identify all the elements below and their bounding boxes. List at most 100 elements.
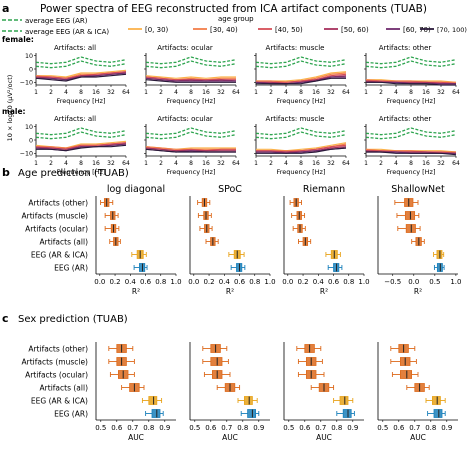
legend-age-item-0: [0, 30) <box>128 26 169 34</box>
box-xtick-label-sex-shallownet: 0.8 <box>425 424 436 432</box>
psd-ytick-label-male-artifacts-all: 0 <box>29 137 33 144</box>
box-xtick-label-sex-riemann: 0.7 <box>315 424 326 432</box>
psd-xtick-label-female-artifacts-other: 1 <box>364 89 368 96</box>
box-xtick-label-sex-riemann: 0.5 <box>283 424 294 432</box>
psd-panel-male-artifacts-ocular: Artifacts: ocular 1 2 4 8 16 32 64 Frequency [Hz… <box>144 115 240 176</box>
sex-category-label-eeg-ar: EEG (AR) <box>54 410 88 419</box>
psd-xtick-label-female-artifacts-all: 2 <box>49 89 53 96</box>
psd-xtick-label-male-artifacts-all: 4 <box>64 160 68 167</box>
age-category-label-eeg-ar: EEG (AR) <box>54 264 88 273</box>
psd-title-female-artifacts-other: Artifacts: other <box>379 44 432 52</box>
box-xtick-label-age-riemann: 0.6 <box>328 278 340 286</box>
psd-xtick-label-female-artifacts-muscle: 4 <box>284 89 288 96</box>
psd-xtick-label-female-artifacts-all: 32 <box>107 89 115 96</box>
box-xtick-label-age-riemann: 0.0 <box>282 278 293 286</box>
psd-title-female-artifacts-ocular: Artifacts: ocular <box>157 44 213 52</box>
psd-line-70-100-female-artifacts-other <box>366 81 456 86</box>
psd-ref-line-1-female-artifacts-all <box>35 60 127 69</box>
psd-ytick-label-female-artifacts-all: −10 <box>20 80 33 87</box>
box-xtick-label-sex-log-diagonal: 0.8 <box>143 424 154 432</box>
age-category-label-eeg-ar-ica: EEG (AR & ICA) <box>31 251 88 260</box>
psd-xtick-label-male-artifacts-ocular: 8 <box>189 160 193 167</box>
psd-title-female-artifacts-all: Artifacts: all <box>54 44 96 52</box>
psd-panel-female-artifacts-all: Artifacts: all −10 0 10 1 2 4 8 16 32 64 Frequency … <box>20 44 130 105</box>
psd-xlabel-female-artifacts-muscle: Frequency [Hz] <box>276 97 325 105</box>
box-xtick-label-age-log-diagonal: 0.8 <box>155 278 166 286</box>
psd-xtick-label-female-artifacts-ocular: 4 <box>174 89 178 96</box>
panel-c-title: Sex prediction (TUAB) <box>18 314 128 325</box>
psd-ylabel: 10 × log10 (μV²/oct) <box>6 75 14 142</box>
box-xtick-label-sex-shallownet: 0.9 <box>441 424 452 432</box>
box-xtick-label-age-shallownet: 0.0 <box>408 278 419 286</box>
psd-xtick-label-male-artifacts-all: 32 <box>107 160 115 167</box>
box-xtick-label-sex-spoc: 0.6 <box>205 424 217 432</box>
legend-age-label-5: [70, 100) <box>437 26 467 34</box>
psd-ref-line-0-female-artifacts-muscle <box>255 56 347 65</box>
box-xtick-label-sex-riemann: 0.9 <box>347 424 358 432</box>
psd-xtick-label-female-artifacts-muscle: 32 <box>327 89 335 96</box>
box-xtick-label-sex-spoc: 0.7 <box>221 424 232 432</box>
psd-title-male-artifacts-other: Artifacts: other <box>379 115 432 123</box>
psd-ref-line-1-male-artifacts-all <box>35 131 127 140</box>
panel-b-title: Age prediction (TUAB) <box>18 168 129 179</box>
box-xtick-label-age-spoc: 0.2 <box>203 278 214 286</box>
box-xtick-label-age-shallownet: −0.5 <box>384 278 401 286</box>
box-xtick-label-age-log-diagonal: 0.4 <box>125 278 137 286</box>
box-xlabel-age-riemann: R² <box>320 287 328 296</box>
psd-line-70-100-female-artifacts-all <box>35 73 127 82</box>
age-category-label-artifacts-muscle: Artifacts (muscle) <box>22 212 89 221</box>
psd-ref-line-1-male-artifacts-ocular <box>145 131 237 140</box>
row-label-female: female: <box>2 35 34 44</box>
legend-ref-ar: average EEG (AR) <box>25 17 88 25</box>
box-xlabel-sex-log-diagonal: AUC <box>128 433 144 442</box>
box-xtick-label-sex-log-diagonal: 0.7 <box>127 424 138 432</box>
sex-category-label-artifacts-muscle: Artifacts (muscle) <box>22 358 89 367</box>
panel-c-letter: c <box>2 312 9 325</box>
reference-legend: average EEG (AR) average EEG (AR & ICA) <box>2 17 109 36</box>
psd-xlabel-male-artifacts-muscle: Frequency [Hz] <box>276 168 325 176</box>
legend-age-label-4: [60, 70) <box>403 26 431 34</box>
psd-title-male-artifacts-all: Artifacts: all <box>54 115 96 123</box>
psd-xlabel-male-artifacts-ocular: Frequency [Hz] <box>166 168 215 176</box>
box-xtick-label-sex-shallownet: 0.6 <box>393 424 405 432</box>
psd-xlabel-female-artifacts-ocular: Frequency [Hz] <box>166 97 215 105</box>
psd-xtick-label-female-artifacts-ocular: 2 <box>159 89 163 96</box>
legend-age-item-2: [40, 50) <box>258 26 303 34</box>
psd-xtick-label-female-artifacts-muscle: 64 <box>342 89 350 96</box>
psd-xtick-label-male-artifacts-other: 64 <box>452 160 460 167</box>
psd-xtick-label-male-artifacts-other: 2 <box>379 160 383 167</box>
psd-title-male-artifacts-muscle: Artifacts: muscle <box>266 115 325 123</box>
legend-age-item-5: [70, 100) <box>420 26 467 34</box>
box-xtick-label-age-shallownet: 0.5 <box>429 278 440 286</box>
psd-xlabel-male-artifacts-other: Frequency [Hz] <box>386 168 435 176</box>
age-category-label-artifacts-all: Artifacts (all) <box>40 238 89 247</box>
psd-xtick-label-male-artifacts-all: 8 <box>79 160 83 167</box>
box-iqr-sex-riemann-eeg-ar-ica <box>339 396 349 405</box>
box-panels: Artifacts (other) Artifacts (muscle) Artif… <box>22 184 462 442</box>
box-xtick-label-sex-log-diagonal: 0.6 <box>111 424 123 432</box>
psd-xtick-label-male-artifacts-ocular: 4 <box>174 160 178 167</box>
legend-age-item-1: [30, 40) <box>193 26 238 34</box>
psd-ref-line-0-female-artifacts-other <box>365 56 457 65</box>
sex-category-label-artifacts-ocular: Artifacts (ocular) <box>25 371 88 380</box>
psd-panel-male-artifacts-other: Artifacts: other 1 2 4 8 16 32 64 Frequency [Hz] <box>364 115 460 176</box>
box-xlabel-age-log-diagonal: R² <box>132 287 140 296</box>
psd-ref-line-0-female-artifacts-ocular <box>145 56 237 65</box>
box-iqr-sex-spoc-artifacts-muscle <box>210 357 223 366</box>
box-iqr-sex-spoc-eeg-ar <box>247 409 257 418</box>
psd-xtick-label-male-artifacts-ocular: 32 <box>217 160 225 167</box>
psd-line-70-100-male-artifacts-muscle <box>256 147 347 154</box>
box-iqr-sex-shallownet-artifacts-ocular <box>399 370 412 379</box>
psd-xtick-label-male-artifacts-muscle: 32 <box>327 160 335 167</box>
age-category-label-artifacts-ocular: Artifacts (ocular) <box>25 225 88 234</box>
psd-line-70-100-male-artifacts-ocular <box>145 148 236 153</box>
box-xtick-label-sex-log-diagonal: 0.5 <box>95 424 106 432</box>
psd-xtick-label-male-artifacts-other: 1 <box>364 160 368 167</box>
psd-xtick-label-female-artifacts-other: 8 <box>409 89 413 96</box>
box-xtick-label-age-log-diagonal: 0.6 <box>140 278 152 286</box>
psd-ref-line-1-female-artifacts-other <box>365 60 457 69</box>
psd-panel-male-artifacts-all: Artifacts: all −10 0 10 1 2 4 8 16 32 64 Frequency … <box>20 115 130 176</box>
box-iqr-sex-log-diagonal-eeg-ar <box>151 409 161 418</box>
psd-xtick-label-male-artifacts-other: 32 <box>437 160 445 167</box>
